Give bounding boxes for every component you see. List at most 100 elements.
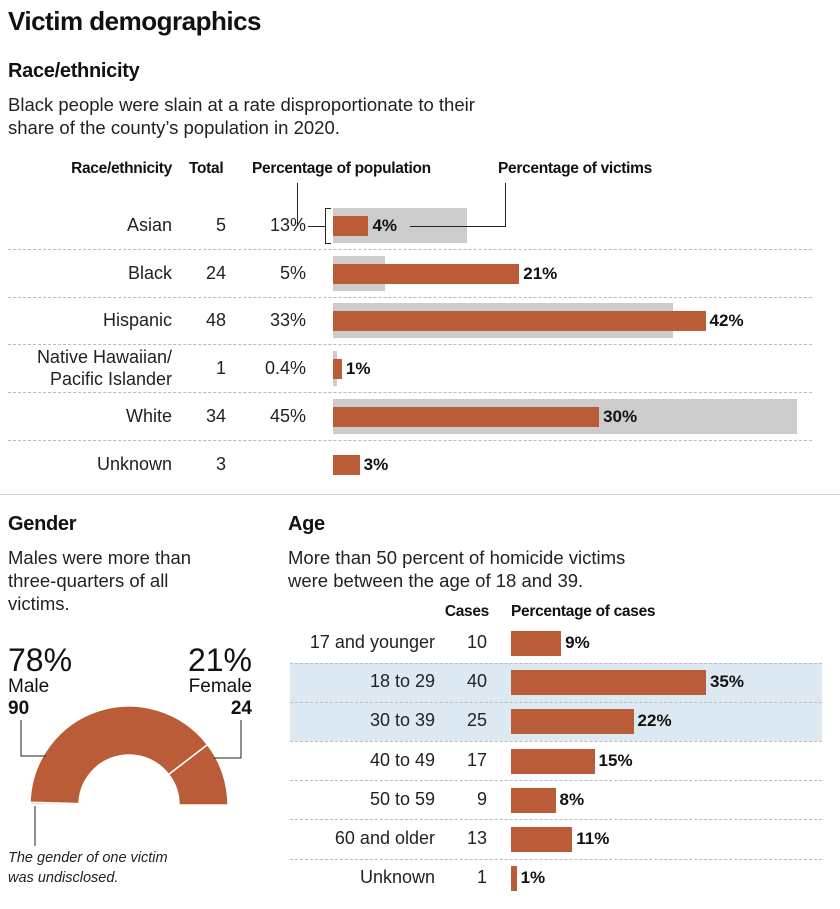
population-bracket: [325, 208, 331, 244]
race-dek-line-2: share of the county’s population in 2020…: [8, 117, 340, 138]
row-divider: [8, 297, 812, 298]
age-value-label: 8%: [559, 789, 585, 809]
race-total: 24: [205, 262, 226, 283]
age-label: 30 to 39: [369, 710, 435, 731]
col-header-race: Race/ethnicity: [71, 160, 172, 177]
age-cases: 9: [476, 788, 487, 809]
race-total: 48: [205, 310, 226, 331]
race-label: Black: [127, 262, 172, 283]
victims-value-label: 3%: [363, 454, 389, 474]
age-bar: [511, 866, 517, 892]
victims-value-label: 30%: [603, 406, 638, 426]
age-bar: [511, 787, 556, 813]
age-label: 17 and younger: [309, 632, 435, 652]
population-value-label: 13%: [269, 215, 306, 235]
age-label: Unknown: [359, 867, 435, 888]
male-leader-line: [20, 720, 46, 757]
row-divider: [8, 440, 812, 441]
victims-leader-line: [505, 183, 506, 227]
col-header-percentage-cases: Percentage of cases: [511, 603, 656, 620]
age-cases: 10: [466, 632, 487, 652]
race-label: Unknown: [96, 453, 172, 474]
row-divider: [290, 663, 822, 664]
population-leader-line-h: [308, 226, 325, 227]
age-cases: 17: [466, 749, 487, 770]
age-cases: 13: [466, 828, 487, 848]
age-label: 18 to 29: [369, 671, 435, 692]
gender-note-line-1: The gender of one victim: [8, 850, 168, 866]
race-total: 5: [215, 215, 226, 235]
victims-bar: [333, 359, 342, 380]
gender-dek-line-2: three-quarters of all: [8, 570, 169, 591]
race-label: Native Hawaiian/: [36, 347, 172, 368]
age-cases: 40: [466, 671, 487, 692]
victims-bar: [333, 406, 600, 427]
male-label: Male: [8, 676, 50, 697]
female-label: Female: [188, 676, 252, 697]
race-total: 34: [205, 405, 226, 426]
victims-value-label: 4%: [372, 216, 398, 235]
race-heading: Race/ethnicity: [8, 60, 140, 82]
race-total: 3: [215, 453, 226, 474]
row-divider: [290, 859, 822, 860]
age-label: 40 to 49: [369, 749, 435, 770]
age-cases: 1: [476, 867, 487, 888]
col-header-population: Percentage of population: [252, 160, 431, 177]
race-label: Hispanic: [102, 310, 172, 331]
age-label: 60 and older: [334, 828, 435, 848]
victims-bar: [333, 311, 706, 332]
age-bar: [511, 631, 562, 656]
donut-slice-female: [167, 743, 229, 806]
row-divider: [8, 344, 812, 345]
gender-heading: Gender: [8, 513, 77, 535]
row-divider: [8, 249, 812, 250]
race-dek-line-1: Black people were slain at a rate dispro…: [8, 94, 475, 115]
male-count: 90: [8, 698, 30, 719]
victims-bar: [333, 216, 369, 236]
donut-slice-male: [29, 705, 209, 805]
female-leader-line: [214, 720, 242, 759]
row-divider: [8, 392, 812, 393]
population-value-label: 5%: [279, 262, 306, 283]
age-value-label: 35%: [709, 672, 744, 692]
victims-leader-line-h: [410, 226, 506, 227]
age-bar: [511, 748, 595, 774]
population-value-label: 0.4%: [264, 358, 306, 379]
age-value-label: 11%: [576, 829, 610, 848]
gender-note-line-2: was undisclosed.: [8, 870, 119, 886]
race-label: Pacific Islander: [49, 369, 172, 390]
col-header-total: Total: [189, 160, 224, 177]
col-header-cases: Cases: [444, 603, 489, 620]
race-label: Asian: [126, 215, 172, 235]
age-dek-line-1: More than 50 percent of homicide victims: [288, 547, 626, 568]
victims-value-label: 21%: [523, 263, 558, 283]
row-divider: [290, 741, 822, 742]
page-title: Victim demographics: [8, 6, 262, 36]
race-total: 1: [215, 358, 226, 379]
population-value-label: 45%: [269, 405, 306, 426]
age-label: 50 to 59: [369, 788, 435, 809]
row-divider: [290, 819, 822, 820]
population-leader-line: [297, 183, 298, 226]
victims-value-label: 42%: [709, 311, 744, 331]
population-value-label: 33%: [269, 310, 306, 331]
race-label: White: [125, 405, 172, 426]
age-heading: Age: [288, 513, 325, 535]
age-bar: [511, 670, 706, 696]
age-value-label: 1%: [520, 868, 546, 888]
age-value-label: 15%: [598, 750, 633, 770]
victims-value-label: 1%: [345, 359, 371, 379]
age-bar: [511, 827, 573, 852]
age-bar: [511, 709, 634, 735]
age-value-label: 9%: [565, 633, 590, 652]
row-divider: [290, 702, 822, 703]
gender-dek-line-3: victims.: [8, 593, 70, 614]
row-divider: [290, 780, 822, 781]
col-header-victims: Percentage of victims: [498, 160, 652, 177]
female-percent: 21%: [187, 642, 252, 678]
gender-half-donut: [20, 705, 242, 846]
male-percent: 78%: [8, 642, 73, 678]
section-divider: [0, 494, 840, 495]
victims-bar: [333, 263, 520, 284]
victims-bar: [333, 454, 360, 475]
